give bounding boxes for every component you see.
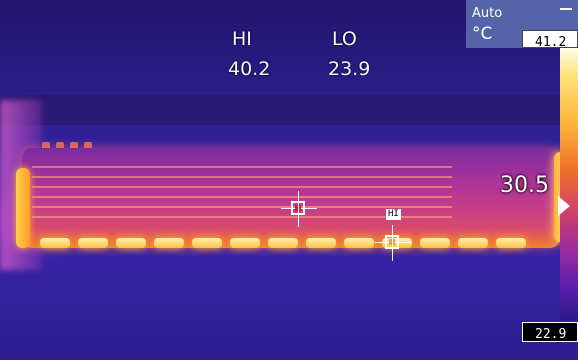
scale-center-value: 30.5 <box>500 173 549 198</box>
scale-max-value: 41.2 <box>535 35 567 48</box>
scale-max-box[interactable]: 41.2 <box>522 30 578 48</box>
lo-value: 23.9 <box>328 58 371 80</box>
hi-label: HI <box>232 28 252 50</box>
level-pointer-icon[interactable] <box>558 196 570 216</box>
scale-minus-icon[interactable] <box>560 8 572 10</box>
wall-band <box>0 95 560 125</box>
scale-min-box[interactable]: 22.9 <box>522 322 578 342</box>
air-vents <box>30 238 530 252</box>
center-spot-cursor[interactable] <box>281 191 317 227</box>
color-palette-bar[interactable] <box>560 48 578 320</box>
hi-marker-tag: HI <box>386 209 401 220</box>
temperature-unit[interactable]: °C <box>472 24 493 44</box>
scale-min-value: 22.9 <box>535 327 567 342</box>
lo-label: LO <box>332 28 357 50</box>
hot-spot-cursor[interactable] <box>375 225 411 261</box>
scale-mode-label[interactable]: Auto <box>472 6 503 21</box>
hi-value: 40.2 <box>228 58 271 80</box>
ac-unit-heat-signature <box>16 148 568 248</box>
